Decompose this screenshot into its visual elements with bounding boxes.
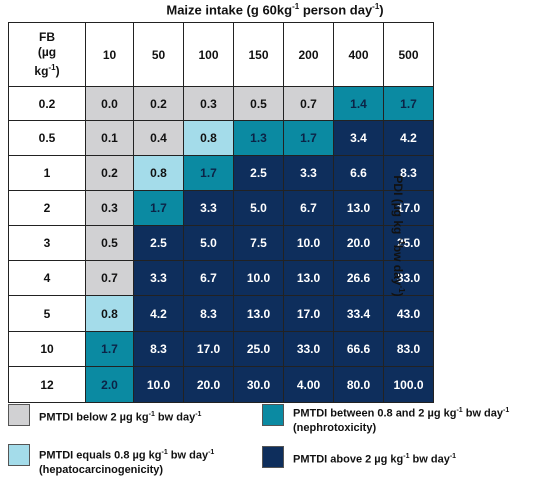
- heatmap-cell: 0.8: [86, 296, 134, 332]
- heatmap-cell: 2.0: [86, 367, 134, 403]
- legend-swatch-teal: [262, 404, 284, 426]
- legend-label-navy: PMTDI above 2 µg kg-1 bw day-1: [293, 453, 457, 466]
- heatmap-cell: 0.2: [134, 87, 184, 121]
- heatmap-cell: 5.0: [234, 191, 284, 226]
- row-header: 0.2: [9, 87, 86, 121]
- heatmap-cell: 1.7: [384, 87, 434, 121]
- legend-item-navy: PMTDI above 2 µg kg-1 bw day-1: [262, 446, 456, 468]
- heatmap-cell: 0.4: [134, 121, 184, 156]
- row-header: 5: [9, 296, 86, 332]
- heatmap-cell: 1.3: [234, 121, 284, 156]
- heatmap-cell: 80.0: [334, 367, 384, 403]
- legend-swatch-navy: [262, 446, 284, 468]
- heatmap-cell: 4.2: [384, 121, 434, 156]
- column-header: 10: [86, 23, 134, 87]
- legend-label-teal: PMTDI between 0.8 and 2 µg kg-1 bw day-1…: [293, 407, 510, 434]
- column-header: 400: [334, 23, 384, 87]
- row-header: 10: [9, 332, 86, 367]
- heatmap-cell: 3.3: [134, 261, 184, 296]
- legend-item-light: PMTDI equals 0.8 µg kg-1 bw day-1 (hepato…: [8, 444, 214, 477]
- heatmap-cell: 10.0: [134, 367, 184, 403]
- row-header: 0.5: [9, 121, 86, 156]
- heatmap-cell: 33.0: [284, 332, 334, 367]
- heatmap-cell: 8.3: [184, 296, 234, 332]
- heatmap-cell: 10.0: [284, 226, 334, 261]
- heatmap-cell: 6.7: [184, 261, 234, 296]
- heatmap-cell: 13.0: [284, 261, 334, 296]
- heatmap-cell: 6.6: [334, 156, 384, 191]
- heatmap-cell: 33.0: [384, 261, 434, 296]
- row-header: 3: [9, 226, 86, 261]
- heatmap-cell: 0.5: [86, 226, 134, 261]
- heatmap-cell: 6.7: [284, 191, 334, 226]
- legend-item-grey: PMTDI below 2 µg kg-1 bw day-1: [8, 404, 201, 426]
- legend-swatch-light: [8, 444, 30, 466]
- heatmap-cell: 20.0: [334, 226, 384, 261]
- heatmap-cell: 66.6: [334, 332, 384, 367]
- heatmap-cell: 2.5: [234, 156, 284, 191]
- heatmap-cell: 0.3: [184, 87, 234, 121]
- legend-item-teal: PMTDI between 0.8 and 2 µg kg-1 bw day-1…: [262, 404, 509, 435]
- heatmap-cell: 1.4: [334, 87, 384, 121]
- row-header: 4: [9, 261, 86, 296]
- heatmap-cell: 25.0: [234, 332, 284, 367]
- heatmap-cell: 7.5: [234, 226, 284, 261]
- heatmap-cell: 0.5: [234, 87, 284, 121]
- heatmap-cell: 4.2: [134, 296, 184, 332]
- heatmap-cell: 0.7: [284, 87, 334, 121]
- chart-title: Maize intake (g 60kg-1 person day-1): [166, 2, 384, 18]
- heatmap-cell: 17.0: [384, 191, 434, 226]
- heatmap-cell: 25.0: [384, 226, 434, 261]
- row-header: 1: [9, 156, 86, 191]
- heatmap-cell: 43.0: [384, 296, 434, 332]
- heatmap-cell: 8.3: [384, 156, 434, 191]
- legend-label-grey: PMTDI below 2 µg kg-1 bw day-1: [39, 411, 202, 424]
- heatmap-cell: 13.0: [334, 191, 384, 226]
- heatmap-cell: 83.0: [384, 332, 434, 367]
- heatmap-cell: 8.3: [134, 332, 184, 367]
- heatmap-cell: 0.1: [86, 121, 134, 156]
- heatmap-cell: 0.3: [86, 191, 134, 226]
- heatmap-cell: 1.7: [284, 121, 334, 156]
- row-header: 2: [9, 191, 86, 226]
- heatmap-cell: 3.3: [284, 156, 334, 191]
- column-header: 200: [284, 23, 334, 87]
- heatmap-cell: 0.7: [86, 261, 134, 296]
- column-header: 50: [134, 23, 184, 87]
- heatmap-cell: 26.6: [334, 261, 384, 296]
- heatmap-cell: 10.0: [234, 261, 284, 296]
- heatmap-cell: 0.2: [86, 156, 134, 191]
- heatmap-cell: 2.5: [134, 226, 184, 261]
- heatmap-cell: 20.0: [184, 367, 234, 403]
- heatmap-table: FB (µg kg-1) 10 50 100 150 200 400 500 0.2 0.0 0.…: [8, 22, 434, 403]
- heatmap-cell: 3.4: [334, 121, 384, 156]
- legend-swatch-grey: [8, 404, 30, 426]
- heatmap-cell: 17.0: [184, 332, 234, 367]
- heatmap-cell: 30.0: [234, 367, 284, 403]
- row-header: 12: [9, 367, 86, 403]
- heatmap-cell: 1.7: [184, 156, 234, 191]
- heatmap-cell: 5.0: [184, 226, 234, 261]
- heatmap-cell: 3.3: [184, 191, 234, 226]
- heatmap-cell: 1.7: [134, 191, 184, 226]
- heatmap-cell: 4.00: [284, 367, 334, 403]
- column-header: 100: [184, 23, 234, 87]
- column-header: 150: [234, 23, 284, 87]
- heatmap-cell: 17.0: [284, 296, 334, 332]
- side-axis-label: PDI (µg kg -1bw day-1): [391, 175, 406, 297]
- heatmap-cell: 0.8: [134, 156, 184, 191]
- heatmap-cell: 100.0: [384, 367, 434, 403]
- heatmap-cell: 0.0: [86, 87, 134, 121]
- legend-label-light: PMTDI equals 0.8 µg kg-1 bw day-1 (hepato…: [39, 449, 215, 476]
- heatmap-cell: 1.7: [86, 332, 134, 367]
- heatmap-cell: 13.0: [234, 296, 284, 332]
- heatmap-cell: 33.4: [334, 296, 384, 332]
- heatmap-cell: 0.8: [184, 121, 234, 156]
- column-header: 500: [384, 23, 434, 87]
- row-header-label: FB (µg kg-1): [9, 23, 86, 87]
